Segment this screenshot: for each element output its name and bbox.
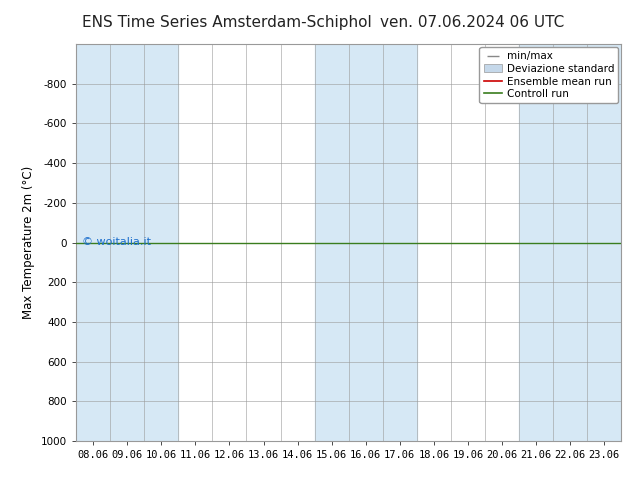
Legend: min/max, Deviazione standard, Ensemble mean run, Controll run: min/max, Deviazione standard, Ensemble m… [479,47,618,103]
Text: © woitalia.it: © woitalia.it [82,237,150,246]
Bar [587,44,621,441]
Bar [144,44,178,441]
Bar [553,44,587,441]
Bar [314,44,349,441]
Bar [110,44,144,441]
Bar [383,44,417,441]
Bar [349,44,383,441]
Text: ven. 07.06.2024 06 UTC: ven. 07.06.2024 06 UTC [380,15,565,30]
Y-axis label: Max Temperature 2m (°C): Max Temperature 2m (°C) [22,166,36,319]
Bar [519,44,553,441]
Bar [76,44,110,441]
Text: ENS Time Series Amsterdam-Schiphol: ENS Time Series Amsterdam-Schiphol [82,15,372,30]
